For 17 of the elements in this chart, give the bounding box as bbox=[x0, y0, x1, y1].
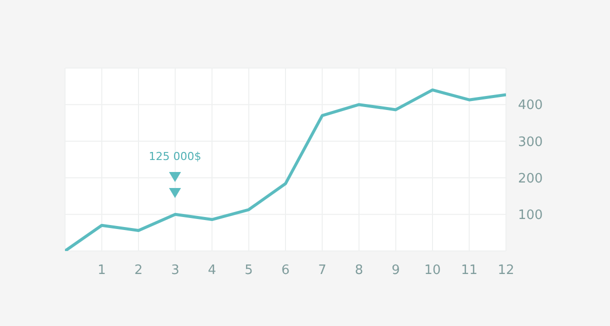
x-tick-label: 11 bbox=[460, 263, 478, 278]
x-tick-label: 10 bbox=[424, 263, 441, 278]
x-tick-label: 7 bbox=[318, 263, 326, 278]
x-tick-label: 3 bbox=[171, 263, 180, 278]
x-tick-label: 5 bbox=[244, 263, 253, 278]
y-tick-label: 200 bbox=[518, 171, 543, 186]
y-tick-label: 100 bbox=[518, 208, 543, 224]
x-tick-label: 1 bbox=[98, 263, 106, 278]
x-tick-label: 6 bbox=[281, 263, 290, 278]
x-tick-label: 4 bbox=[208, 263, 216, 278]
y-tick-label: 300 bbox=[518, 134, 543, 150]
x-tick-label: 9 bbox=[392, 263, 400, 278]
x-tick-label: 2 bbox=[134, 263, 143, 278]
annotation: 125 000$ bbox=[148, 150, 202, 163]
x-tick-label: 8 bbox=[354, 263, 364, 278]
y-tick-label: 400 bbox=[518, 98, 543, 114]
x-tick-label: 12 bbox=[498, 263, 514, 278]
